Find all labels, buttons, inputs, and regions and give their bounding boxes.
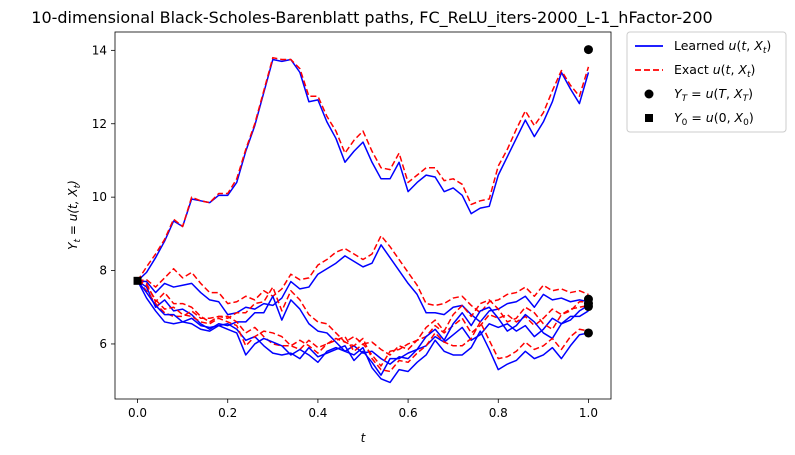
legend-frame xyxy=(626,31,787,133)
exact-path-4 xyxy=(136,280,589,367)
initial-point xyxy=(133,276,142,285)
y-tick-label: 6 xyxy=(99,337,107,351)
y-tick-label: 10 xyxy=(92,190,107,204)
terminal-point-1 xyxy=(583,45,593,55)
exact-path-1 xyxy=(136,56,590,282)
y-tick-label: 14 xyxy=(92,43,107,57)
chart-title: 10-dimensional Black-Scholes-Barenblatt … xyxy=(31,8,712,28)
x-axis-label: t xyxy=(361,431,367,445)
legend-exact-label: Exact u(t, Xt) xyxy=(674,62,755,80)
learned-path-1 xyxy=(137,58,590,282)
exact-path-2 xyxy=(137,234,589,314)
terminal-point-4 xyxy=(583,302,593,312)
y-axis: 6 8 10 12 14 xyxy=(92,43,115,351)
x-tick-label: 0.6 xyxy=(399,406,418,420)
legend-terminal-label: YT = u(T, XT) xyxy=(674,86,753,104)
x-tick-label: 0.2 xyxy=(218,406,237,420)
x-tick-label: 0.4 xyxy=(308,406,327,420)
y-axis-label: Yt = u(t, Xt) xyxy=(66,180,83,250)
legend-learned-label: Learned u(t, Xt) xyxy=(674,38,771,56)
plot-frame xyxy=(114,31,612,400)
plot-area xyxy=(133,45,593,384)
x-tick-label: 1.0 xyxy=(579,406,598,420)
y-tick-label: 12 xyxy=(92,117,107,131)
x-tick-label: 0.0 xyxy=(128,406,147,420)
legend: Learned u(t, Xt) Exact u(t, Xt) YT = u(T… xyxy=(626,31,787,133)
legend-initial-label: Y0 = u(0, X0) xyxy=(674,110,754,128)
exact-path-5 xyxy=(137,280,589,373)
terminal-point-5 xyxy=(583,328,593,338)
legend-initial-marker xyxy=(645,114,653,122)
x-tick-label: 0.8 xyxy=(489,406,508,420)
legend-terminal-marker xyxy=(644,89,654,99)
learned-path-5 xyxy=(136,280,589,384)
learned-path-4 xyxy=(136,280,589,376)
y-tick-label: 8 xyxy=(99,264,107,278)
learned-path-2 xyxy=(137,244,589,323)
x-axis: 0.0 0.2 0.4 0.6 0.8 1.0 xyxy=(128,399,598,420)
